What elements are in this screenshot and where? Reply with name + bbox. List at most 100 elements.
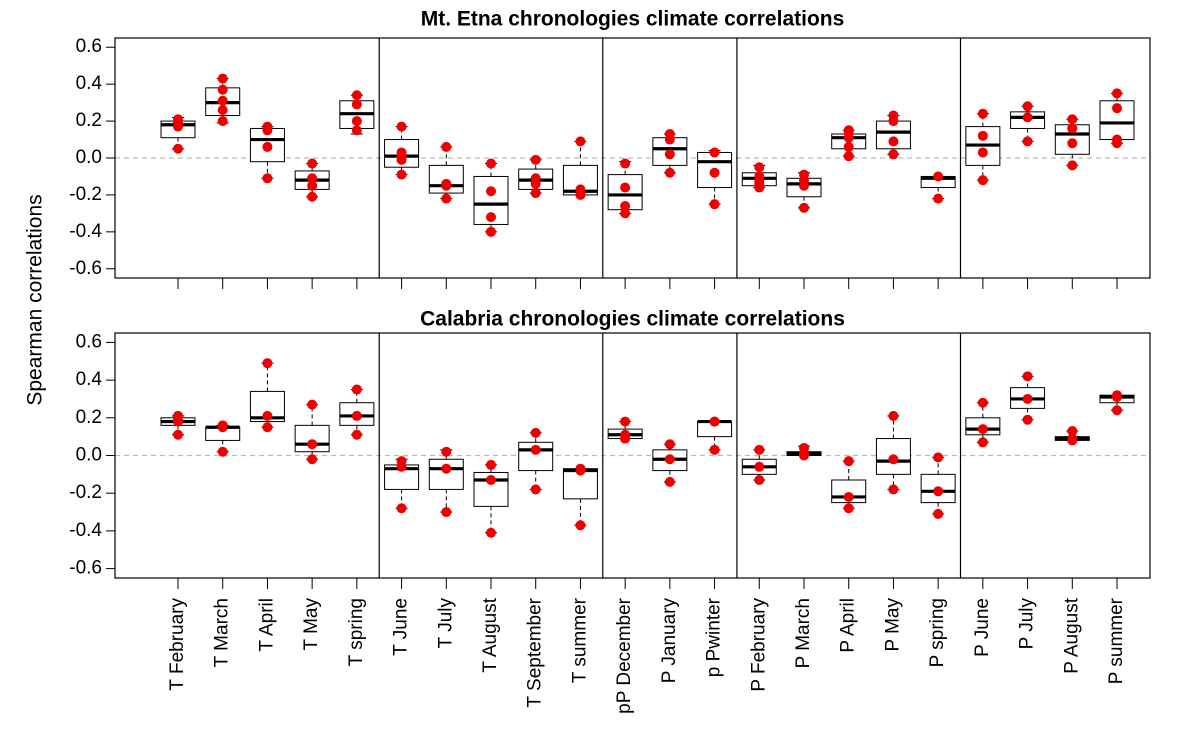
point — [217, 73, 228, 84]
y-tick-label: 0.6 — [76, 331, 102, 352]
y-tick-label: -0.2 — [69, 184, 102, 205]
point — [217, 105, 228, 115]
point — [799, 450, 809, 461]
x-tick-label: pP December — [614, 597, 635, 713]
x-tick-label: T spring — [346, 598, 367, 666]
point — [486, 226, 496, 237]
point — [754, 475, 765, 485]
point — [664, 149, 675, 160]
x-tick-label: P spring — [927, 598, 948, 667]
point — [709, 167, 720, 178]
point — [307, 399, 318, 410]
chart-title: Mt. Etna chronologies climate correlatio… — [421, 8, 845, 31]
y-tick-label: -0.6 — [69, 258, 102, 279]
point — [486, 527, 496, 538]
x-tick-label: T June — [391, 598, 412, 656]
point — [217, 446, 228, 457]
point — [620, 208, 631, 219]
point — [351, 90, 362, 101]
x-tick-label: T April — [256, 598, 277, 652]
y-tick-label: 0.2 — [76, 407, 102, 428]
point — [977, 130, 988, 141]
point — [1067, 138, 1078, 149]
point — [977, 397, 988, 408]
x-tick-label: p Pwinter — [704, 597, 725, 677]
x-tick-label: P May — [882, 598, 903, 652]
point — [486, 158, 496, 169]
point — [754, 162, 765, 173]
point — [888, 136, 899, 147]
point — [620, 416, 631, 427]
point — [1067, 435, 1078, 446]
point — [1022, 393, 1033, 404]
point — [262, 125, 273, 136]
point — [441, 180, 452, 191]
point — [933, 452, 944, 463]
point — [709, 199, 720, 210]
point — [977, 175, 988, 186]
point — [709, 444, 720, 455]
x-tick-label: T August — [480, 597, 501, 672]
point — [888, 484, 899, 495]
point — [933, 171, 944, 182]
point — [1022, 414, 1033, 425]
point — [1112, 392, 1122, 403]
point — [933, 486, 944, 497]
x-tick-label: P January — [659, 598, 680, 684]
point — [486, 459, 496, 470]
y-tick-label: -0.6 — [69, 558, 102, 579]
y-tick-label: 0.2 — [76, 110, 102, 131]
point — [843, 456, 854, 467]
point — [977, 424, 988, 435]
x-tick-label: P March — [793, 598, 814, 668]
point — [1022, 101, 1033, 112]
point — [664, 439, 675, 450]
point — [441, 141, 452, 152]
y-axis-label: Spearman correlations — [24, 194, 47, 405]
x-tick-label: P April — [838, 598, 859, 653]
y-tick-label: -0.4 — [69, 520, 102, 541]
point — [888, 149, 899, 160]
point — [664, 134, 675, 145]
point — [486, 475, 496, 485]
point — [441, 193, 452, 204]
plot-frame — [114, 37, 1151, 279]
point — [307, 173, 318, 184]
point — [262, 422, 273, 433]
point — [575, 465, 586, 476]
point — [799, 180, 809, 191]
point — [262, 358, 273, 369]
y-tick-label: -0.4 — [69, 221, 102, 242]
point — [843, 503, 854, 514]
point — [1112, 88, 1122, 99]
point — [262, 410, 273, 421]
point — [709, 147, 720, 158]
point — [1067, 114, 1078, 125]
x-tick-label: T February — [167, 598, 188, 691]
point — [1112, 138, 1122, 149]
point — [217, 422, 228, 433]
point — [664, 476, 675, 487]
point — [307, 158, 318, 169]
point — [1022, 371, 1033, 382]
point — [486, 212, 496, 223]
point — [888, 410, 899, 421]
plot-frame — [114, 332, 1151, 579]
point — [754, 182, 765, 193]
point — [173, 121, 183, 132]
x-tick-label: T summer — [569, 597, 590, 683]
point — [217, 84, 228, 95]
point — [933, 508, 944, 519]
point — [307, 439, 318, 450]
x-tick-label: T March — [212, 598, 233, 667]
point — [173, 416, 183, 427]
point — [486, 186, 496, 197]
point — [530, 444, 541, 455]
x-tick-label: P July — [1017, 598, 1038, 650]
point — [620, 158, 631, 169]
point — [217, 95, 228, 106]
point — [307, 454, 318, 465]
point — [843, 141, 854, 152]
point — [843, 491, 854, 502]
